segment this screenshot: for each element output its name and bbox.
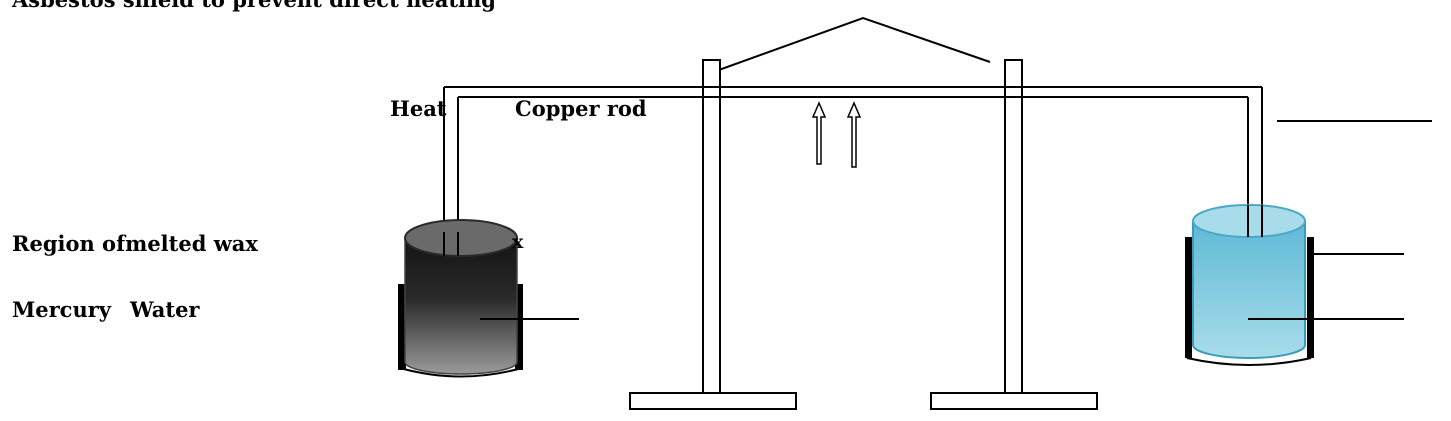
heat-label: Heat — [390, 96, 447, 121]
asbestos-shield — [704, 16, 991, 76]
stray-label-fragment: x — [512, 231, 524, 253]
upward-arrow-icon — [811, 101, 827, 165]
water-label: Water — [130, 297, 200, 322]
upward-arrow-icon — [846, 101, 862, 168]
left-stand — [629, 59, 797, 410]
mercury-label: Mercury — [12, 297, 111, 322]
water-beaker — [1185, 204, 1314, 366]
mercury-beaker — [398, 219, 523, 378]
copper-rod-label: Copper rod — [515, 96, 647, 121]
region-melted-wax-label: Region ofmelted wax — [12, 231, 258, 256]
right-stand — [930, 59, 1098, 410]
diagram-title: Asbestos shield to prevent direct heatin… — [12, 0, 496, 10]
rod-through-stands — [703, 86, 1022, 98]
